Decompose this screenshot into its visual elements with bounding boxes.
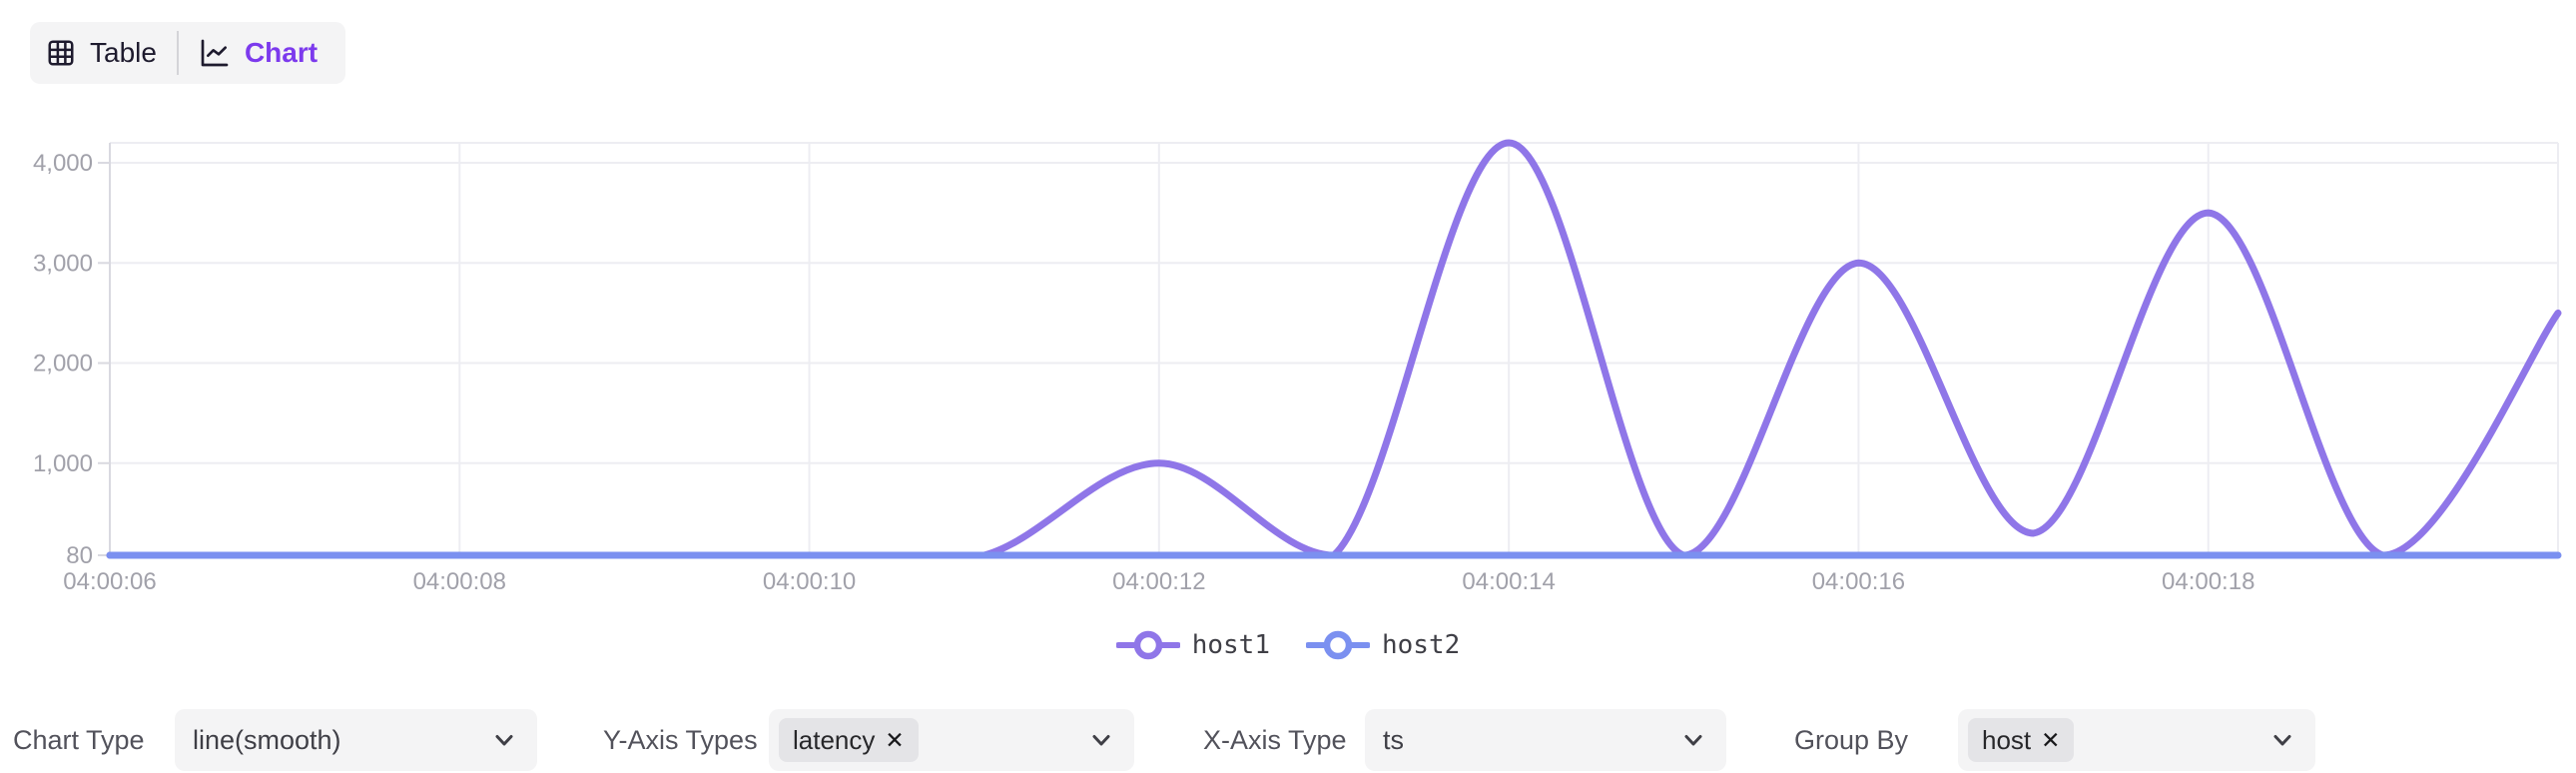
line-chart-icon xyxy=(201,39,229,67)
svg-text:1,000: 1,000 xyxy=(33,450,93,477)
remove-tag-icon[interactable]: ✕ xyxy=(2041,726,2061,753)
tag-label: latency xyxy=(793,724,876,755)
y-axis-types-multiselect[interactable]: latency ✕ xyxy=(769,709,1134,771)
svg-text:4,000: 4,000 xyxy=(33,150,93,177)
legend-item-host2[interactable]: host2 xyxy=(1306,629,1460,661)
chart-legend: host1 host2 xyxy=(0,619,2576,671)
group-by-label: Group By xyxy=(1794,724,1909,755)
legend-line-circle-icon xyxy=(1306,630,1370,660)
table-view-label: Table xyxy=(90,37,157,68)
svg-text:80: 80 xyxy=(66,542,93,569)
chart-view-label: Chart xyxy=(244,37,319,68)
chevron-down-icon xyxy=(1684,735,1702,746)
table-view-button[interactable]: Table xyxy=(46,37,157,69)
chevron-down-icon xyxy=(2273,735,2291,746)
svg-text:2,000: 2,000 xyxy=(33,351,93,378)
svg-text:3,000: 3,000 xyxy=(33,250,93,277)
chart-type-select[interactable]: line(smooth) xyxy=(175,709,537,771)
svg-text:04:00:10: 04:00:10 xyxy=(763,568,856,595)
group-by-tag-host: host ✕ xyxy=(1968,718,2075,762)
svg-text:04:00:14: 04:00:14 xyxy=(1462,568,1555,595)
x-axis-type-label: X-Axis Type xyxy=(1203,724,1347,755)
svg-text:04:00:12: 04:00:12 xyxy=(1112,568,1205,595)
toggle-divider xyxy=(176,31,179,75)
legend-label: host2 xyxy=(1382,630,1461,660)
x-axis-type-select[interactable]: ts xyxy=(1365,709,1726,771)
series-line-host1 xyxy=(106,139,2562,559)
legend-item-host1[interactable]: host1 xyxy=(1115,629,1270,661)
latency-line-chart: 80 1,000 2,000 3,000 4,000 04:00:06 04:00:08 04… xyxy=(33,139,2562,595)
svg-text:04:00:06: 04:00:06 xyxy=(63,568,156,595)
legend-label: host1 xyxy=(1191,630,1270,660)
group-by-multiselect[interactable]: host ✕ xyxy=(1958,709,2315,771)
tag-label: host xyxy=(1982,724,2032,755)
svg-text:04:00:18: 04:00:18 xyxy=(2162,568,2254,595)
svg-text:04:00:08: 04:00:08 xyxy=(413,568,506,595)
chart-type-label: Chart Type xyxy=(13,724,145,755)
view-toggle: Table Chart xyxy=(30,22,345,84)
chart-type-value: line(smooth) xyxy=(193,724,341,755)
x-axis-type-value: ts xyxy=(1383,724,1405,755)
y-axis-tag-latency: latency ✕ xyxy=(779,718,919,762)
table-icon xyxy=(48,40,74,66)
remove-tag-icon[interactable]: ✕ xyxy=(885,726,905,753)
legend-line-circle-icon xyxy=(1115,630,1180,660)
chart-view-button[interactable]: Chart xyxy=(199,37,318,69)
y-axis-types-label: Y-Axis Types xyxy=(603,724,758,755)
chevron-down-icon xyxy=(495,735,513,746)
chevron-down-icon xyxy=(1092,735,1110,746)
svg-text:04:00:16: 04:00:16 xyxy=(1812,568,1905,595)
